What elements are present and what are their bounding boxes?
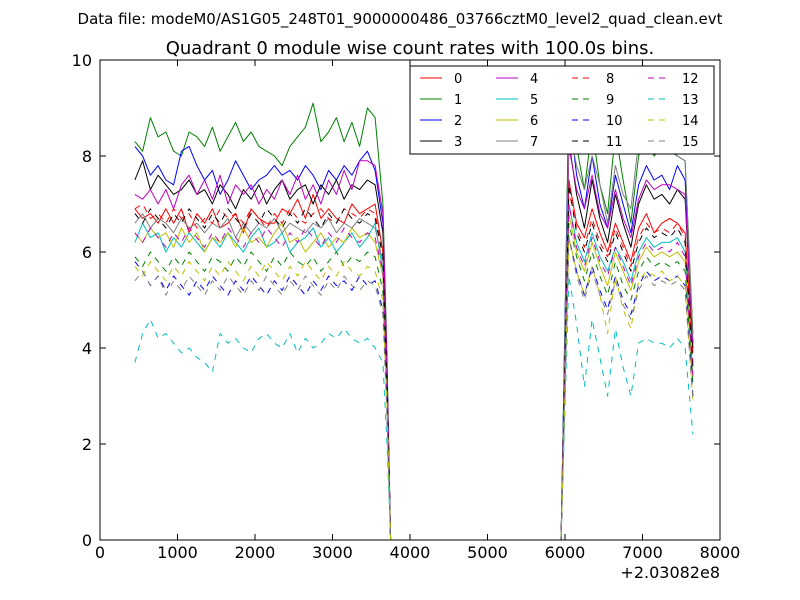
y-tick-label: 6 bbox=[82, 243, 92, 262]
legend-label-13: 13 bbox=[682, 93, 699, 108]
y-tick-label: 4 bbox=[82, 339, 92, 358]
x-tick-label: 6000 bbox=[545, 543, 586, 562]
legend-label-15: 15 bbox=[682, 135, 699, 150]
legend-label-4: 4 bbox=[530, 72, 538, 87]
x-offset-label: +2.03082e8 bbox=[620, 563, 720, 582]
x-tick-label: 1000 bbox=[157, 543, 198, 562]
legend-label-14: 14 bbox=[682, 114, 699, 129]
legend-label-9: 9 bbox=[606, 93, 614, 108]
chart-title: Quadrant 0 module wise count rates with … bbox=[166, 38, 655, 59]
legend-label-10: 10 bbox=[606, 114, 623, 129]
x-tick-label: 0 bbox=[95, 543, 105, 562]
x-tick-label: 8000 bbox=[700, 543, 741, 562]
series-line-11 bbox=[134, 184, 694, 541]
series-line-15 bbox=[134, 237, 694, 541]
legend-label-12: 12 bbox=[682, 72, 699, 87]
series-line-12 bbox=[134, 203, 694, 541]
legend-label-5: 5 bbox=[530, 93, 538, 108]
y-tick-label: 2 bbox=[82, 435, 92, 454]
x-tick-label: 2000 bbox=[235, 543, 276, 562]
legend-label-11: 11 bbox=[606, 135, 623, 150]
series-line-10 bbox=[134, 237, 694, 541]
x-axis: 0 1000 2000 3000 4000 5000 6000 7000 8000 bbox=[95, 60, 740, 562]
x-tick-label: 4000 bbox=[390, 543, 431, 562]
legend-label-3: 3 bbox=[454, 135, 462, 150]
legend-label-0: 0 bbox=[454, 72, 462, 87]
legend-label-2: 2 bbox=[454, 114, 462, 129]
y-tick-label: 10 bbox=[72, 51, 92, 70]
y-tick-label: 8 bbox=[82, 147, 92, 166]
x-tick-label: 7000 bbox=[622, 543, 663, 562]
legend-label-6: 6 bbox=[530, 114, 538, 129]
y-tick-label: 0 bbox=[82, 531, 92, 550]
figure-suptitle: Data file: modeM0/AS1G05_248T01_90000004… bbox=[78, 10, 723, 29]
legend-label-7: 7 bbox=[530, 135, 538, 150]
legend-frame bbox=[409, 65, 715, 155]
x-tick-label: 5000 bbox=[467, 543, 508, 562]
x-tick-label: 3000 bbox=[312, 543, 353, 562]
legend-label-8: 8 bbox=[606, 72, 614, 87]
legend-label-1: 1 bbox=[454, 93, 462, 108]
